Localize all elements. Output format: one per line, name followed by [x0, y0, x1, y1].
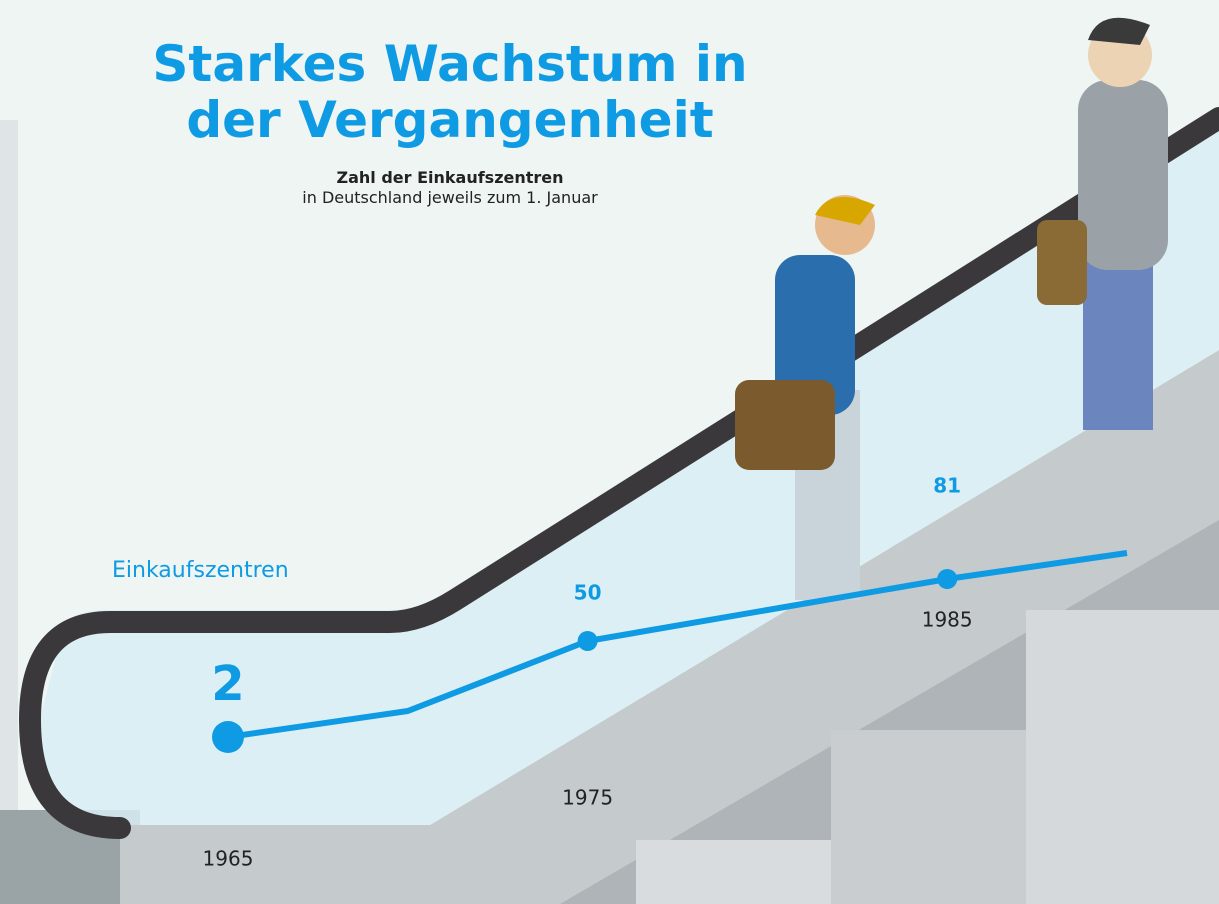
x-tick-label: 1985	[922, 608, 973, 632]
chart-title: Starkes Wachstum in der Vergangenheit	[150, 36, 750, 148]
subtitle-block: Zahl der Einkaufszentren in Deutschland …	[230, 168, 670, 208]
subtitle: Zahl der Einkaufszentren	[336, 168, 563, 187]
note: in Deutschland jeweils zum 1. Januar	[302, 188, 597, 207]
data-point	[212, 721, 244, 753]
data-point	[937, 569, 957, 589]
value-label: 2	[211, 656, 244, 712]
pillar	[831, 730, 1026, 904]
value-label: 50	[574, 581, 602, 605]
series-name: Einkaufszentren	[112, 558, 289, 583]
x-tick-label: 1965	[203, 847, 254, 871]
infographic: 2 50 81 1965 1975 1985 Einkaufszentren Starkes…	[0, 0, 1219, 904]
x-tick-label: 1975	[562, 786, 613, 810]
value-label: 81	[933, 474, 961, 498]
data-point	[578, 631, 598, 651]
pillar	[636, 840, 831, 904]
wall-panel	[0, 120, 18, 820]
pillar	[1026, 610, 1219, 904]
